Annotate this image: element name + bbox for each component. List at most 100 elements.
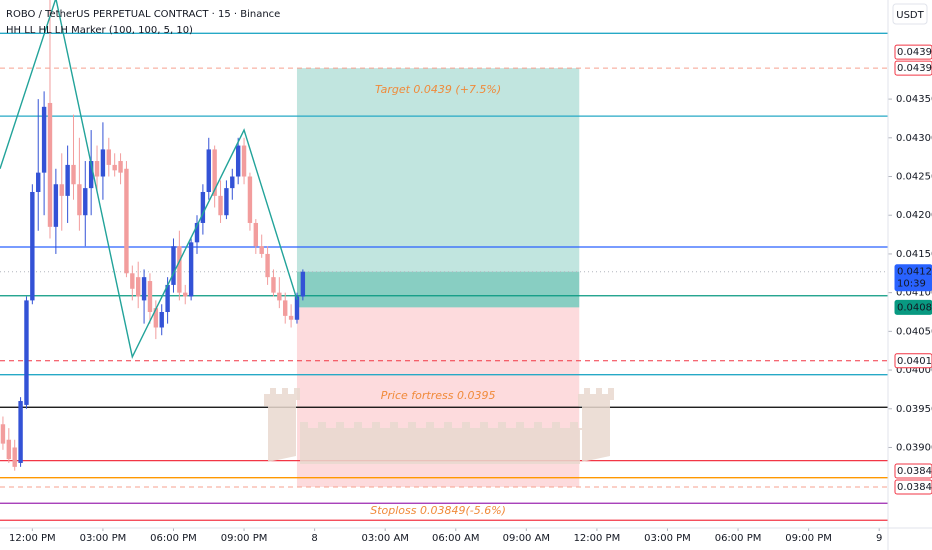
- crenels: [300, 422, 596, 430]
- candle-body: [300, 271, 306, 297]
- x-tick-label: 09:00 AM: [503, 533, 550, 544]
- candle-body: [218, 195, 223, 216]
- tower-left: [264, 388, 300, 462]
- x-tick-label: 9: [876, 533, 882, 544]
- x-tick-label: 06:00 AM: [432, 533, 479, 544]
- candle-body: [65, 164, 70, 196]
- candle-body: [235, 145, 241, 177]
- candle-body: [18, 401, 23, 463]
- candle-body: [124, 168, 129, 274]
- indicator-name: HH LL HL LH Marker (100, 100, 5, 10): [6, 25, 193, 36]
- y-tick-label: 0.04350: [896, 94, 932, 105]
- candle-body: [24, 300, 29, 405]
- x-tick-label: 06:00 PM: [715, 533, 762, 544]
- candle-body: [77, 184, 82, 216]
- candle-body: [253, 222, 259, 247]
- x-tick-label: 03:00 PM: [80, 533, 127, 544]
- candle-body: [100, 149, 106, 177]
- candle-body: [106, 149, 111, 165]
- stoploss-label: Stoploss 0.03849(-5.6%): [370, 504, 506, 517]
- candle-body: [206, 149, 211, 192]
- candle-body: [94, 161, 100, 177]
- chart-title: ROBO / TetherUS PERPETUAL CONTRACT · 15 …: [6, 9, 280, 20]
- candle-body: [71, 164, 76, 185]
- x-tick-label: 12:00 PM: [9, 533, 56, 544]
- candle-body: [88, 161, 94, 189]
- x-tick-label: 09:00 PM: [221, 533, 268, 544]
- candle-body: [271, 277, 276, 293]
- price-label-box: [894, 299, 932, 315]
- target-zone: [296, 68, 580, 308]
- candle-body: [177, 246, 182, 293]
- candle-body: [165, 284, 170, 312]
- candle-body: [294, 296, 300, 320]
- candle-body: [153, 308, 159, 328]
- target-label: Target 0.0439 (+7.5%): [375, 83, 501, 96]
- currency-label[interactable]: USDT: [896, 10, 924, 21]
- zigzag-line: [0, 0, 298, 360]
- x-tick-label: 12:00 PM: [574, 533, 621, 544]
- castle-illustration: [264, 388, 614, 464]
- candle-body: [200, 192, 206, 223]
- candle-body: [159, 312, 164, 328]
- candle-body: [112, 164, 117, 171]
- candle-body: [277, 292, 282, 301]
- candle-body: [12, 447, 17, 467]
- candle-body: [118, 161, 123, 173]
- overlay: Target 0.0439 (+7.5%) Stoploss 0.03849(-5…: [0, 0, 506, 517]
- price-label-box: [894, 463, 932, 479]
- plot-area: [0, 0, 892, 531]
- price-label-box: [894, 479, 932, 495]
- candle-body: [194, 222, 200, 243]
- currency-button[interactable]: [892, 3, 928, 25]
- candle-body: [171, 246, 176, 285]
- candle-body: [183, 292, 188, 297]
- x-tick-label: 03:00 PM: [644, 533, 691, 544]
- annotation: Price fortress 0.0395: [381, 389, 496, 402]
- x-tick-label: 06:00 PM: [150, 533, 197, 544]
- x-tick-label: 8: [311, 533, 317, 544]
- price-label-box: [894, 264, 932, 292]
- candle-body: [53, 184, 59, 227]
- candle-body: [247, 176, 253, 223]
- price-label: 0.03849: [897, 482, 932, 493]
- price-label: 0.03849: [897, 466, 932, 477]
- candle-body: [241, 145, 247, 177]
- candle-body: [130, 273, 135, 289]
- candle-body: [259, 246, 264, 254]
- candle-body: [6, 439, 12, 460]
- open-profit-zone: [296, 271, 580, 308]
- candle-body: [188, 242, 194, 297]
- candle-body: [265, 253, 270, 278]
- candle-body: [147, 281, 153, 312]
- price-label-box: [894, 60, 932, 76]
- countdown: 10:39: [897, 279, 926, 290]
- candle-body: [41, 106, 47, 173]
- tower-right: [578, 388, 614, 462]
- price-label: 0.04127: [897, 267, 932, 278]
- candle-body: [288, 315, 294, 320]
- candle-body: [0, 424, 6, 444]
- candle-body: [212, 149, 217, 196]
- candle-body: [283, 300, 288, 316]
- price-label-box: [894, 353, 932, 369]
- price-label-box: [894, 44, 932, 60]
- candle-body: [36, 172, 41, 192]
- price-label: 0.04012: [897, 356, 932, 367]
- price-label: 0.04081: [897, 302, 932, 313]
- x-tick-label: 03:00 AM: [361, 533, 408, 544]
- candle-body: [59, 184, 64, 196]
- candle-body: [224, 188, 229, 216]
- candle-body: [141, 277, 147, 301]
